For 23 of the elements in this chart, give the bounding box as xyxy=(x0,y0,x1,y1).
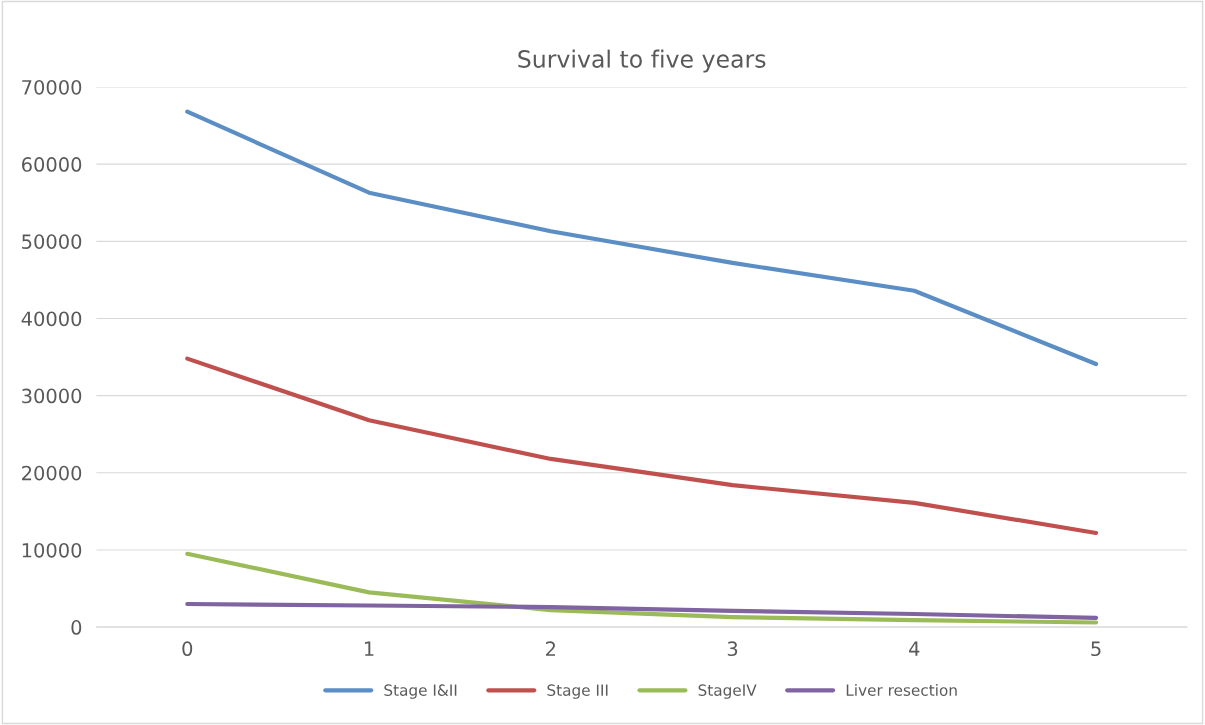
chart-title: Survival to five years xyxy=(518,49,766,73)
y-tick-label: 40000 xyxy=(21,311,82,327)
x-tick-label: 4 xyxy=(909,641,920,656)
y-tick-label: 0 xyxy=(71,620,82,635)
y-tick-label: 30000 xyxy=(22,388,82,404)
x-tick-label: 2 xyxy=(546,641,556,656)
legend-label: Stage I&II xyxy=(384,684,457,699)
y-tick-label: 50000 xyxy=(22,234,82,249)
line-series xyxy=(185,601,1099,620)
x-tick-label: 5 xyxy=(1091,641,1101,657)
legend-label: Stage III xyxy=(547,684,608,699)
line-series xyxy=(185,356,1099,536)
legend-label: StageIV xyxy=(698,684,757,699)
x-tick-label: 3 xyxy=(727,641,738,657)
line-series xyxy=(185,551,1099,625)
x-tick-label: 0 xyxy=(182,641,193,657)
y-tick-label: 60000 xyxy=(22,157,82,172)
y-tick-label: 20000 xyxy=(22,465,82,481)
x-tick-label: 1 xyxy=(364,641,374,656)
y-tick-label: 70000 xyxy=(22,79,82,95)
legend-label: Liver resection xyxy=(846,684,957,696)
y-tick-label: 10000 xyxy=(22,542,82,558)
line-series xyxy=(185,109,1099,367)
